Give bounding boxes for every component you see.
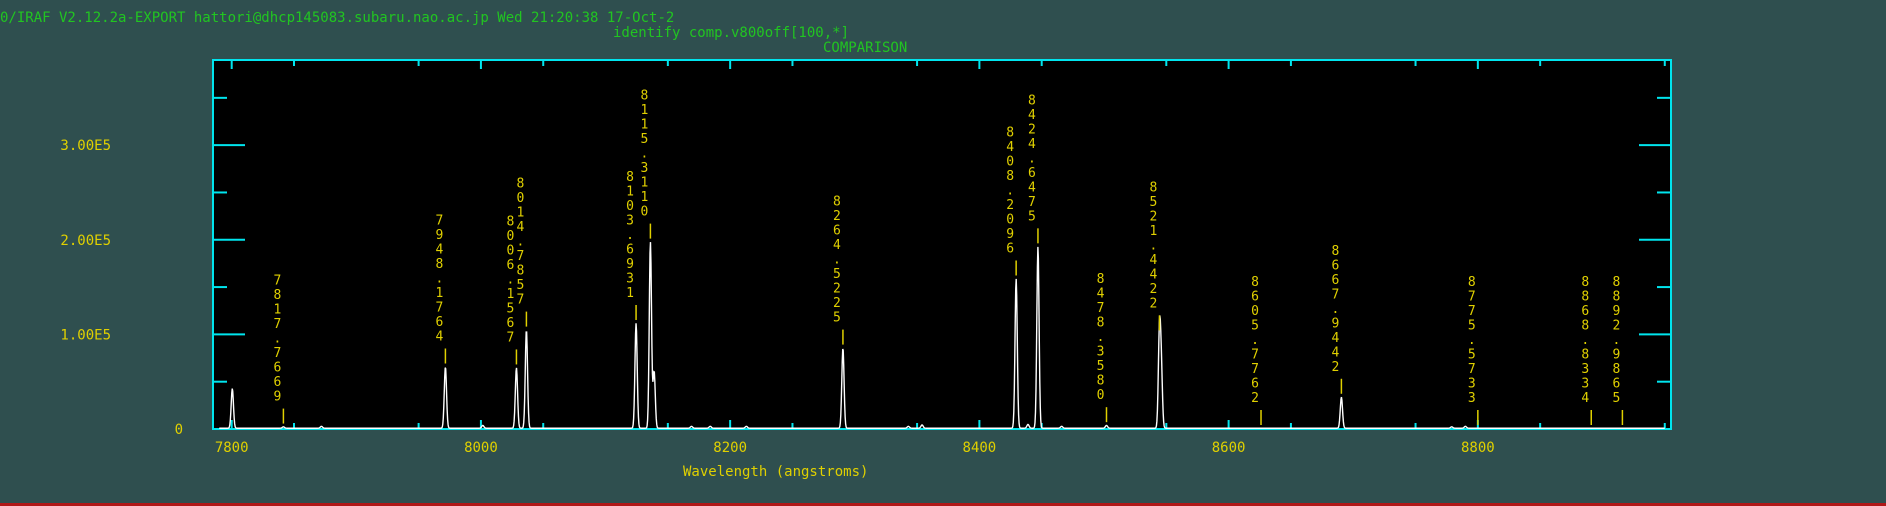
x-tick-label: 8600	[1212, 440, 1246, 456]
plot-frame	[212, 59, 1672, 430]
x-tick-label: 8200	[713, 440, 747, 456]
spectrum-line	[219, 242, 1665, 429]
x-tick-label: 8800	[1461, 440, 1495, 456]
x-tick-label: 8400	[963, 440, 997, 456]
x-tick-labels: 7800 8000 8200 8400 8600 8800	[215, 440, 1495, 456]
y-tick-label: 3.00E5	[60, 138, 111, 154]
y-tick-label: 0	[175, 422, 183, 438]
y-tick-label: 1.00E5	[60, 327, 111, 343]
y-tick-labels: 0 1.00E5 2.00E5 3.00E5	[60, 138, 183, 438]
status-line: 0/IRAF V2.12.2a-EXPORT hattori@dhcp14508…	[0, 10, 674, 26]
x-tick-label: 8000	[464, 440, 498, 456]
plot-title: COMPARISON	[823, 40, 907, 56]
x-axis-label: Wavelength (angstroms)	[683, 464, 868, 480]
line-identifications: 7 8 1 7. 7 6 6 9 7 9 4 8. 1 7 6 4 8 0 0 6. 1 5 6 78 0 1 4. 7 8 5 7 8 1 0 3…	[273, 89, 1624, 425]
command-line: identify comp.v800off[100,*]	[613, 25, 849, 41]
window-bottom-edge	[0, 503, 1886, 506]
y-tick-label: 2.00E5	[60, 233, 111, 249]
x-tick-label: 7800	[215, 440, 249, 456]
